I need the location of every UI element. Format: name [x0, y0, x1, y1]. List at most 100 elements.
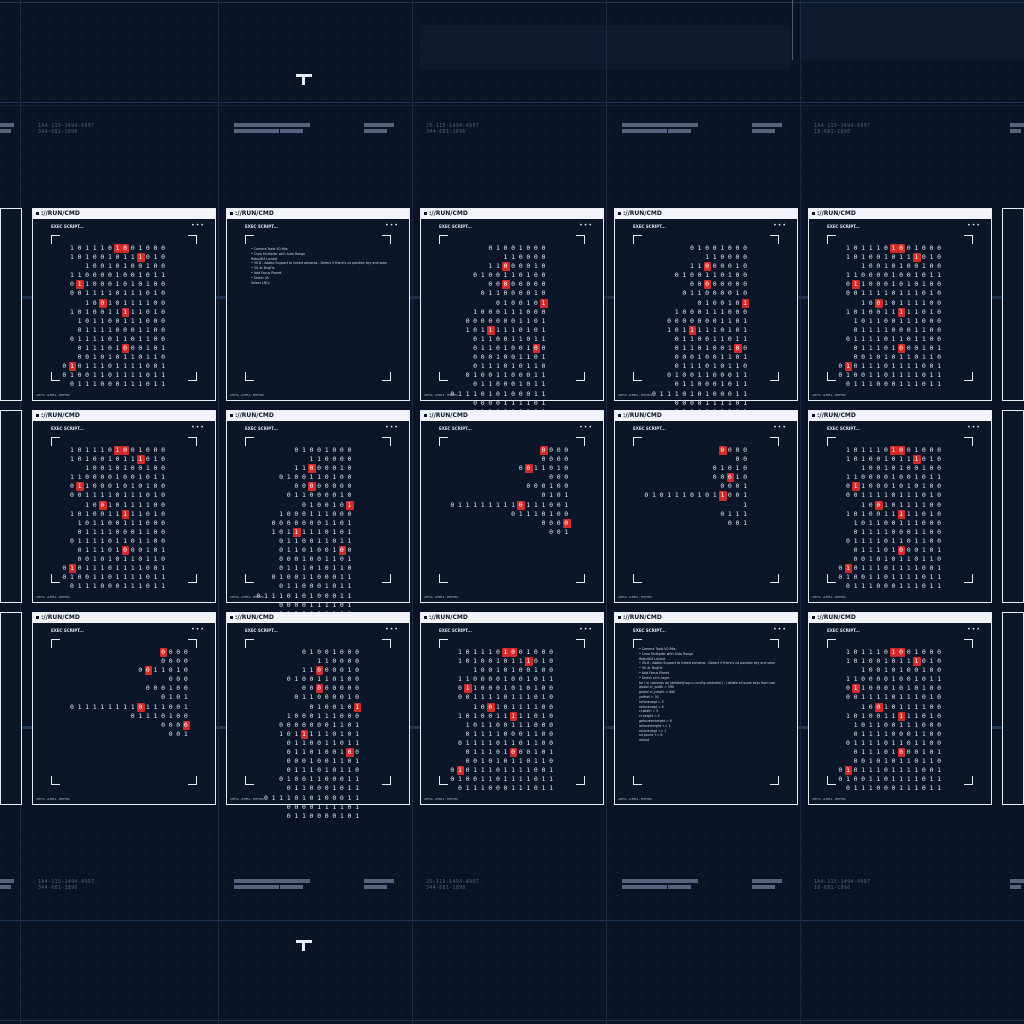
bit: 0 — [853, 757, 859, 766]
menu-dots-icon[interactable]: ••• — [191, 222, 205, 229]
bit: 0 — [549, 464, 554, 473]
exec-label: EXEC SCRIPT... — [51, 628, 84, 633]
bit: 0 — [503, 702, 509, 711]
bit: 1 — [503, 344, 509, 353]
bit: 0 — [659, 491, 665, 500]
bit: 0 — [549, 500, 554, 509]
bit: 1 — [145, 546, 151, 555]
panel-titlebar: ://RUN/CMD — [615, 209, 797, 219]
bit: 1 — [549, 482, 554, 491]
bit: 1 — [332, 802, 338, 811]
bit: 0 — [549, 657, 554, 666]
bit: 0 — [883, 473, 889, 482]
bit: 1 — [317, 473, 322, 482]
bit: 0 — [533, 307, 539, 316]
highlighted-bit: 1 — [540, 298, 548, 308]
bit: 1 — [301, 793, 307, 802]
bit: 1 — [138, 473, 144, 482]
bit: 1 — [465, 675, 471, 684]
bit: 0 — [845, 738, 851, 747]
bit: 0 — [495, 748, 501, 757]
bit: 0 — [92, 473, 98, 482]
bit: 0 — [77, 325, 83, 334]
bit: 1 — [85, 307, 90, 316]
bit: 0 — [891, 693, 897, 702]
menu-dots-icon[interactable]: ••• — [967, 424, 981, 431]
bit: 0 — [556, 509, 562, 518]
bit: 1 — [457, 648, 463, 656]
bit: 1 — [332, 546, 338, 555]
menu-dots-icon[interactable]: ••• — [773, 626, 787, 633]
bit: 1 — [145, 325, 151, 334]
bit: 0 — [845, 784, 851, 793]
menu-dots-icon[interactable]: ••• — [967, 222, 981, 229]
menu-dots-icon[interactable]: ••• — [967, 626, 981, 633]
bit: 1 — [115, 334, 121, 343]
bit: 1 — [727, 362, 733, 371]
bit: 0 — [100, 353, 106, 362]
menu-dots-icon[interactable]: ••• — [385, 222, 399, 229]
menu-dots-icon[interactable]: ••• — [191, 424, 205, 431]
bit: 1 — [347, 775, 353, 784]
menu-dots-icon[interactable]: ••• — [773, 222, 787, 229]
bit: 1 — [480, 738, 486, 747]
bit: 1 — [906, 289, 912, 298]
bit: 1 — [309, 729, 315, 738]
bit: 0 — [153, 482, 159, 491]
bit: 1 — [518, 784, 524, 793]
bit: 0 — [891, 500, 897, 509]
bit: 1 — [921, 344, 927, 353]
menu-dots-icon[interactable]: ••• — [579, 424, 593, 431]
bit: 1 — [937, 573, 942, 582]
bit: 0 — [891, 455, 897, 464]
frame-corner — [964, 235, 973, 244]
bit: 0 — [145, 473, 151, 482]
bit: 1 — [727, 398, 733, 407]
square-icon — [618, 616, 621, 619]
bit: 1 — [914, 729, 920, 738]
bit: 0 — [347, 802, 353, 811]
bit: 0 — [735, 353, 741, 362]
binary-row: 00001010110110 — [837, 757, 943, 766]
bit: 1 — [138, 316, 144, 325]
code-block-bar — [364, 885, 387, 889]
bit: 1 — [339, 729, 345, 738]
menu-dots-icon[interactable]: ••• — [191, 626, 205, 633]
bit: 1 — [168, 684, 174, 693]
menu-dots-icon[interactable]: ••• — [385, 626, 399, 633]
bit: 0 — [107, 582, 113, 591]
bit: 0 — [727, 280, 733, 289]
bit: 1 — [286, 711, 292, 720]
bit: 1 — [488, 748, 494, 757]
bit: 1 — [937, 362, 942, 371]
menu-dots-icon[interactable]: ••• — [579, 626, 593, 633]
bit: 1 — [332, 600, 338, 609]
bit: 0 — [107, 280, 113, 289]
bit: 1 — [899, 666, 904, 675]
highlighted-bit: 0 — [517, 500, 525, 510]
bit: 0 — [921, 711, 927, 720]
bit: 0 — [473, 271, 478, 280]
bit: 0 — [115, 582, 121, 591]
bit: 0 — [355, 666, 360, 675]
bit: 0 — [309, 720, 315, 729]
bit: 0 — [161, 527, 166, 536]
bit: 1 — [130, 509, 136, 518]
bit: 0 — [339, 775, 345, 784]
bit: 0 — [115, 464, 121, 473]
binary-row: 00101100111000 — [837, 317, 943, 326]
menu-dots-icon[interactable]: ••• — [579, 222, 593, 229]
bit: 1 — [906, 582, 912, 591]
menu-dots-icon[interactable]: ••• — [773, 424, 787, 431]
bit: 1 — [301, 564, 307, 573]
bit: 0 — [556, 455, 562, 464]
binary-row: 00000000000000001 — [61, 730, 190, 739]
binary-row: 00101100111000 — [837, 721, 943, 730]
bit: 0 — [138, 482, 144, 491]
menu-dots-icon[interactable]: ••• — [385, 424, 399, 431]
bit: 1 — [937, 775, 942, 784]
